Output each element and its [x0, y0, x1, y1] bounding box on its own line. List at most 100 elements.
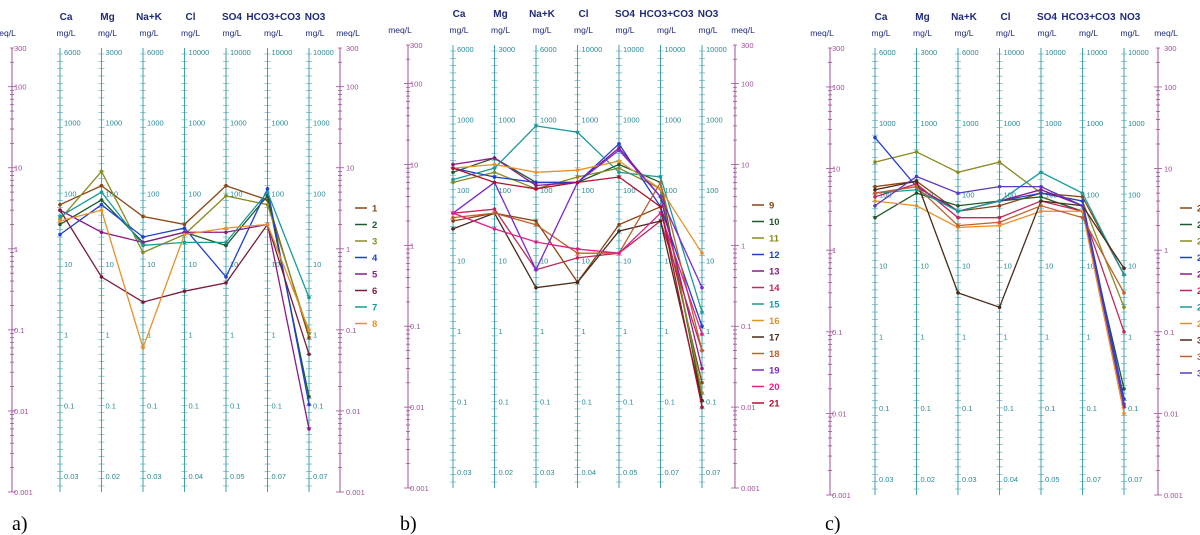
ion-tick-label: 1	[499, 327, 503, 336]
ion-unit: mg/L	[616, 25, 635, 35]
series-point-16	[534, 170, 538, 175]
series-point-28	[914, 187, 919, 192]
meq-tick-label: 100	[741, 80, 754, 89]
legend-label-3: 3	[372, 237, 377, 248]
series-point-19	[617, 148, 621, 153]
ion-tick-label: 0.07	[1087, 475, 1102, 484]
ion-tick-label: 0.1	[921, 404, 931, 413]
legend-label-27: 27	[1197, 286, 1200, 297]
series-point-20	[492, 227, 497, 231]
series-point-16	[575, 168, 580, 172]
legend-label-7: 7	[372, 303, 377, 314]
ion-tick-label: 0.1	[64, 401, 74, 410]
ion-tick-label: 0.02	[499, 468, 514, 477]
meq-tick-label: 300	[832, 44, 845, 53]
ion-tick-label: 100	[1004, 190, 1017, 199]
ion-unit: mg/L	[872, 28, 891, 38]
meq-tick-label: 0.1	[741, 322, 751, 331]
ion-tick-label: 10	[879, 262, 887, 271]
ion-tick-label: 6000	[457, 45, 474, 54]
ion-unit: mg/L	[574, 25, 593, 35]
series-point-13	[534, 183, 538, 188]
ion-tick-label: 100	[457, 186, 470, 195]
series-point-13	[700, 366, 704, 371]
ion-tick-label: 10	[64, 260, 72, 269]
series-point-28	[1080, 191, 1085, 195]
ion-tick-label: 0.1	[189, 401, 199, 410]
ion-tick-label: 100	[1128, 190, 1141, 199]
series-point-32	[956, 191, 960, 195]
series-point-4	[141, 235, 145, 239]
ion-unit: mg/L	[264, 28, 283, 38]
legend-label-19: 19	[769, 366, 780, 377]
series-point-21	[658, 204, 663, 209]
meq-tick-label: 0.001	[14, 488, 33, 497]
ion-tick-label: 0.1	[313, 401, 323, 410]
series-point-24	[956, 170, 960, 175]
series-point-11	[575, 175, 580, 179]
ion-name: Ca	[875, 12, 888, 23]
legend-label-8: 8	[372, 319, 377, 330]
series-point-21	[700, 405, 704, 409]
ion-tick-label: 1000	[1128, 119, 1145, 128]
meq-tick-label: 0.001	[1164, 491, 1183, 500]
ion-tick-label: 10	[1128, 262, 1136, 271]
ion-name: Cl	[579, 9, 589, 20]
ion-tick-label: 1000	[1087, 119, 1104, 128]
ion-unit: mg/L	[181, 28, 200, 38]
ion-tick-label: 10000	[1045, 48, 1066, 57]
series-point-6	[307, 352, 311, 357]
series-point-8	[99, 208, 104, 212]
ion-tick-label: 1	[879, 333, 883, 342]
ion-name: SO4	[222, 12, 242, 23]
series-point-24	[873, 160, 877, 164]
ion-tick-label: 1000	[147, 119, 164, 128]
ion-tick-label: 1	[962, 333, 966, 342]
ion-tick-label: 3000	[106, 48, 123, 57]
ion-tick-label: 10	[540, 257, 548, 266]
series-point-27	[997, 215, 1002, 220]
series-point-6	[99, 275, 104, 279]
series-point-14	[575, 256, 580, 260]
ion-tick-label: 0.1	[879, 404, 889, 413]
series-point-7	[141, 243, 145, 248]
meq-unit-label-right: meq/L	[731, 25, 755, 35]
series-point-19	[658, 194, 663, 199]
panel-label: b)	[400, 513, 417, 535]
ion-tick-label: 1	[1045, 333, 1049, 342]
series-point-4	[99, 202, 104, 207]
series-point-9	[700, 380, 704, 385]
series-point-15	[534, 124, 538, 128]
ion-tick-label: 10	[147, 260, 155, 269]
series-point-20	[534, 240, 538, 244]
series-point-29	[1122, 411, 1126, 416]
series-point-28	[997, 199, 1002, 203]
ion-tick-label: 0.1	[147, 401, 157, 410]
ion-tick-label: 6000	[962, 48, 979, 57]
series-point-23	[873, 215, 877, 220]
meq-tick-label: 0.01	[741, 403, 756, 412]
meq-tick-label: 100	[832, 83, 845, 92]
series-point-1	[182, 222, 187, 227]
series-point-1	[58, 202, 62, 207]
meq-tick-label: 1	[14, 245, 18, 254]
series-point-13	[492, 156, 497, 160]
ion-name: Mg	[493, 9, 507, 20]
series-point-7	[307, 295, 311, 300]
meq-tick-label: 0.1	[14, 326, 24, 335]
ion-tick-label: 10	[1045, 262, 1053, 271]
series-point-24	[914, 150, 919, 154]
meq-tick-label: 10	[346, 164, 354, 173]
series-point-3	[99, 169, 104, 174]
series-point-17	[617, 229, 621, 233]
ion-tick-label: 1	[582, 327, 586, 336]
meq-tick-label: 300	[410, 41, 423, 50]
legend-label-1: 1	[372, 204, 378, 215]
legend-label-15: 15	[769, 300, 780, 311]
ion-tick-label: 1000	[457, 116, 474, 125]
ion-unit: mg/L	[140, 28, 159, 38]
ion-unit: mg/L	[913, 28, 932, 38]
series-point-23	[1039, 195, 1043, 199]
ion-unit: mg/L	[657, 25, 676, 35]
